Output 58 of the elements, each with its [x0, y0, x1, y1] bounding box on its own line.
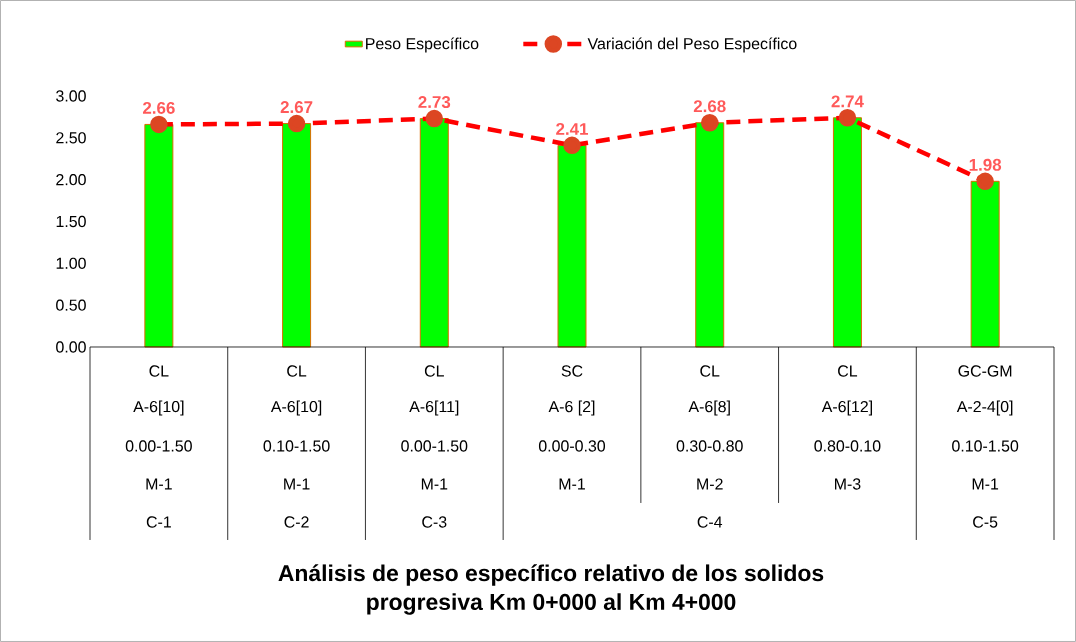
y-tick-label: 1.50 [56, 215, 86, 228]
x-tick-label: CL [149, 365, 169, 377]
text: 0.00-0.30 [538, 440, 606, 452]
text: 0.00-1.50 [401, 440, 468, 452]
legend-label: Peso Específico [366, 37, 479, 53]
text: A-6[12] [821, 400, 872, 416]
text: M-1 [421, 478, 448, 490]
text: M-3 [835, 478, 861, 490]
bar [282, 123, 312, 348]
text: C-3 [422, 516, 447, 528]
data-label: 2.66 [142, 101, 175, 114]
data-label: 2.68 [693, 100, 726, 113]
data-label: 2.41 [556, 123, 589, 135]
bar [557, 144, 587, 348]
y-tick-label: 3.00 [56, 90, 86, 102]
x-tick-label: CL [700, 365, 720, 377]
data-label: 2.73 [418, 96, 451, 109]
bar [144, 123, 174, 348]
text: M-1 [146, 478, 172, 490]
y-tick-label: 2.00 [56, 174, 86, 186]
text: M-2 [697, 478, 723, 490]
text: A-6[10] [133, 400, 184, 416]
data-label: 2.74 [831, 95, 864, 108]
data-label: 1.98 [969, 158, 1002, 171]
x-tick-label: GC-GM [958, 365, 1012, 377]
bar [419, 118, 449, 348]
text: A-6 [2] [548, 400, 595, 416]
y-tick-label: 1.00 [56, 257, 86, 269]
text: A-6[8] [688, 400, 730, 416]
text: A-2-4[0] [956, 400, 1013, 416]
legend-label: Variación del Peso Específico [587, 37, 797, 53]
x-tick-label: SC [561, 365, 583, 377]
text: C-4 [697, 516, 723, 528]
x-tick-label: CL [424, 365, 444, 377]
text: M-1 [559, 478, 585, 490]
text: 0.30-0.80 [676, 440, 743, 452]
text: A-6[10] [270, 400, 322, 416]
text: Análisis de peso específico relativo de los solidos [278, 564, 824, 586]
bar [695, 122, 725, 348]
x-tick-label: CL [838, 365, 858, 377]
text: 0.10-1.50 [952, 440, 1019, 452]
x-tick-label: CL [287, 365, 307, 377]
text: 0.00-1.50 [125, 440, 192, 452]
y-tick-label: 2.50 [56, 132, 86, 144]
text: C-1 [146, 516, 171, 528]
y-tick-label: 0.00 [56, 341, 86, 353]
text: progresiva Km 0+000 al Km 4+000 [367, 593, 736, 615]
data-label: 2.67 [280, 101, 313, 114]
text: 0.10-1.50 [263, 440, 330, 452]
text: M-1 [284, 478, 310, 490]
text: A-6[11] [409, 400, 459, 416]
text: C-5 [973, 516, 998, 528]
text: M-1 [972, 478, 999, 490]
y-tick-label: 0.50 [56, 299, 86, 311]
text: C-2 [284, 516, 309, 528]
bar [970, 180, 1000, 348]
text: 0.80-0.10 [814, 440, 881, 452]
bar [832, 117, 862, 348]
